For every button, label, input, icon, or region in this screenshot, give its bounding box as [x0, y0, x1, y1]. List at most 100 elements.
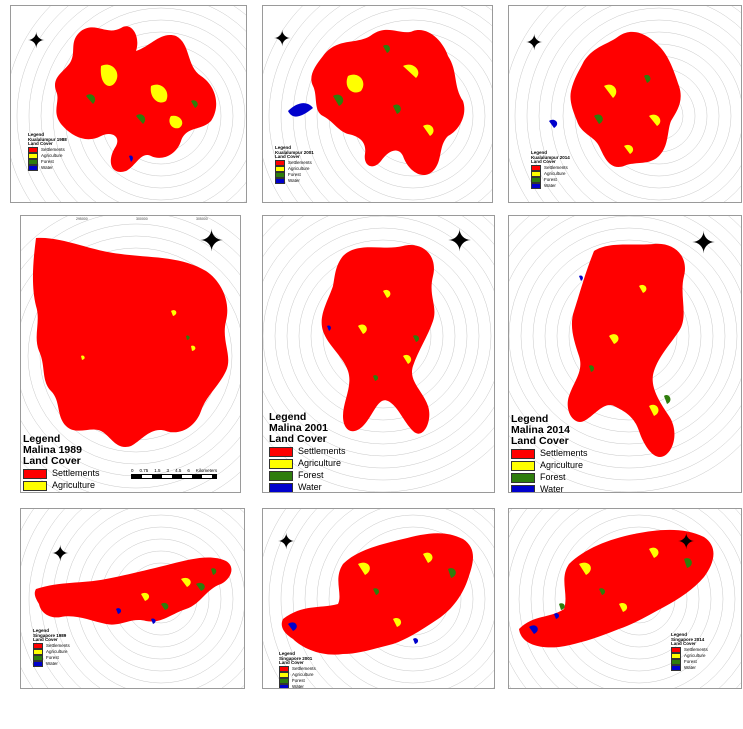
legend-swatch [279, 672, 289, 679]
scale-label: 4.5 [175, 468, 182, 473]
legend-item-label: Settlements [46, 642, 70, 648]
legend-item-label: Water [298, 482, 322, 493]
legend-swatch [23, 481, 47, 492]
north-arrow-icon: ✦ [447, 225, 473, 258]
legend-item: Water [511, 484, 588, 492]
legend-subtitle: Land Cover [28, 141, 53, 147]
distance-ring [274, 227, 492, 445]
distance-ring [268, 6, 321, 202]
distance-ring [286, 239, 480, 433]
map-panel-kualalumpur-2014: ✦ Legend Kualalumpur 2014 Land Cover Settle… [508, 5, 742, 203]
legend-item-label: Water [288, 177, 300, 183]
legend-title: Legend [28, 132, 45, 137]
map-panel-kualalumpur-2001: ✦ Legend Kualalumpur 2001 Land Cover Settle… [262, 5, 493, 203]
map-panel-kualalumpur-1988: ✦ Legend Kualalumpur 1988 Land Cover Settle… [10, 5, 247, 203]
distance-ring [28, 6, 246, 202]
legend-item: Agriculture [28, 152, 67, 160]
map-panel-malina-2001: ✦ Legend Malina 2001 Land Cover Settlements… [262, 215, 495, 493]
legend-title: Legend [269, 411, 307, 423]
north-arrow-icon: ✦ [691, 227, 717, 260]
map-title: Malina 2001 [269, 422, 328, 435]
legend-singapore-2014: Legend Singapore 2014 Land Cover Settlement… [671, 632, 708, 672]
legend-item: Agriculture [671, 653, 708, 660]
distance-ring [509, 216, 741, 457]
map-panel-malina-2014: ✦ Legend Malina 2014 Land Cover Settlements… [508, 215, 742, 493]
distance-ring [268, 509, 301, 688]
map-panel-singapore-2001: ✦ Legend Singapore 2001 Land Cover Settleme… [262, 508, 495, 689]
legend-malina-2014: Legend Malina 2014 Land Cover Settlements Ag… [511, 413, 588, 492]
distance-ring [263, 216, 494, 481]
legend-item: Forest [28, 159, 67, 166]
distance-ring [280, 6, 492, 202]
legend-subtitle: Land Cover [23, 455, 81, 468]
legend-item-label: Settlements [288, 159, 312, 165]
north-arrow-icon: ✦ [525, 30, 544, 55]
distance-ring [538, 6, 741, 202]
legend-item: Forest [269, 470, 346, 482]
legend-item-label: Settlements [52, 468, 100, 479]
legend-item: Water [33, 660, 70, 668]
legend-item-label: Water [46, 660, 58, 666]
scale-label: 1.5 [154, 468, 161, 473]
legend-item: Water [671, 665, 708, 672]
legend-swatch [511, 461, 535, 472]
legend-swatch [269, 459, 293, 470]
legend-item-label: Water [544, 182, 556, 188]
legend-swatch [511, 449, 535, 460]
legend-swatch [275, 166, 285, 173]
map-title: Singapore 1989 [33, 632, 67, 638]
legend-item-label: Forest [544, 176, 557, 182]
tick-label: 295000 [76, 217, 88, 221]
malina-1989-map [21, 216, 240, 492]
legend-title: Legend [279, 651, 296, 656]
legend-item: Forest [531, 176, 570, 184]
north-arrow-icon: ✦ [27, 28, 46, 53]
map-title: Malina 2014 [511, 424, 570, 437]
legend-swatch [28, 147, 38, 154]
scale-label: 6 [187, 468, 190, 473]
legend-swatch [531, 183, 541, 190]
distance-ring [509, 216, 741, 481]
north-arrow-icon: ✦ [199, 225, 225, 258]
legend-item-label: Agriculture [41, 152, 63, 158]
legend-swatch [531, 165, 541, 172]
scale-units: Kilometers [195, 468, 218, 473]
legend-item-label: Agriculture [288, 165, 310, 171]
legend-item-label: Settlements [41, 146, 65, 152]
legend-swatch [28, 165, 38, 172]
north-arrow-icon: ✦ [273, 26, 292, 51]
distance-ring [316, 19, 492, 202]
legend-swatch [531, 171, 541, 178]
legend-swatch [671, 647, 681, 654]
distance-ring [16, 6, 69, 202]
legend-item-label: Forest [684, 658, 697, 664]
legend-swatch [275, 172, 285, 179]
legend-swatch [33, 649, 43, 656]
legend-swatch [269, 447, 293, 458]
scale-label: 0.75 [139, 468, 149, 473]
legend-item: Water [275, 177, 314, 185]
distance-ring [52, 7, 246, 202]
map-title: Singapore 2014 [671, 636, 705, 642]
map-panel-malina-1989: ✦ 295000 300000 305000 Legend Malina 1989… [20, 215, 241, 493]
legend-item-label: Settlements [292, 665, 316, 671]
distance-ring [263, 216, 494, 469]
legend-item: Agriculture [531, 171, 570, 178]
legend-item-label: Agriculture [46, 648, 68, 654]
north-arrow-icon: ✦ [51, 541, 70, 566]
malina-2014-map [509, 216, 741, 492]
legend-item: Agriculture [275, 165, 314, 173]
legend-swatch [279, 684, 289, 688]
legend-item: Water [269, 482, 346, 493]
legend-item: Forest [33, 654, 70, 662]
legend-item-label: Forest [46, 654, 59, 660]
legend-swatch [275, 160, 285, 167]
legend-swatch [511, 485, 535, 492]
distance-ring [280, 509, 317, 688]
distance-ring [542, 509, 736, 688]
tick-label: 300000 [136, 217, 148, 221]
legend-subtitle: Land Cover [279, 660, 304, 666]
legend-kualalumpur-2014: Legend Kualalumpur 2014 Land Cover Settleme… [531, 150, 570, 190]
legend-swatch [279, 678, 289, 685]
legend-item: Agriculture [269, 458, 346, 470]
